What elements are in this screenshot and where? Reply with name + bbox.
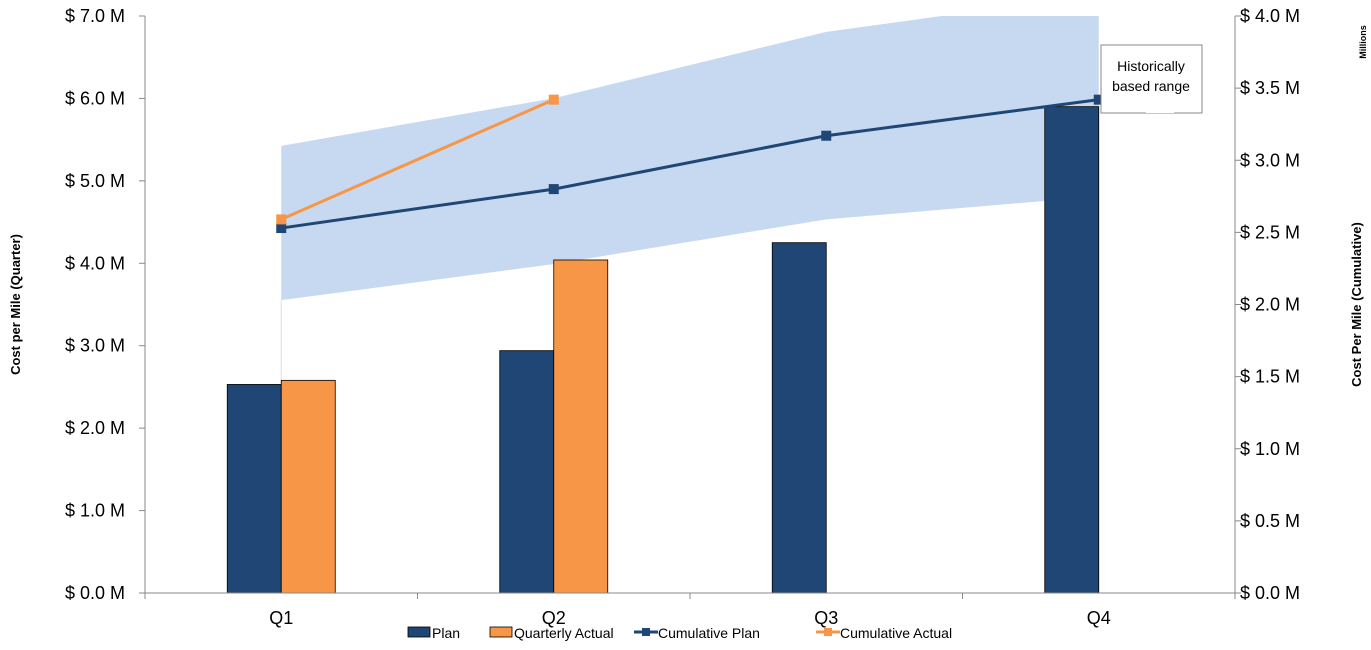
legend-marker-cumulative-actual (824, 628, 832, 636)
bar-plan-q1 (226, 384, 282, 594)
y-left-tick-label: $ 2.0 M (65, 418, 125, 438)
legend-swatch-quarterly-actual (489, 626, 513, 638)
callout-text-line-2: based range (1112, 78, 1190, 94)
legend-swatch-plan (407, 626, 431, 638)
x-tick-label-q3: Q3 (814, 608, 838, 628)
y-right-tick-label: $ 4.0 M (1240, 6, 1300, 26)
y-right-tick-label: $ 1.0 M (1240, 439, 1300, 459)
y-right-tick-label: $ 0.5 M (1240, 511, 1300, 531)
range-callout: Historically based range (1100, 44, 1203, 114)
y-left-tick-label: $ 6.0 M (65, 88, 125, 108)
bar-plan-q4 (1044, 106, 1100, 594)
y-right-tick-label: $ 2.0 M (1240, 295, 1300, 315)
y-left-tick-label: $ 1.0 M (65, 501, 125, 521)
bar-quarterly-actual-q1 (280, 379, 336, 594)
y-right-units-label: Millions (1358, 25, 1368, 59)
point-cumulative-plan-q4 (1093, 94, 1104, 105)
legend-label-quarterly-actual: Quarterly Actual (514, 625, 614, 641)
x-tick-label-q2: Q2 (542, 608, 566, 628)
x-tick-label-q4: Q4 (1087, 608, 1111, 628)
y-left-tick-label: $ 7.0 M (65, 6, 125, 26)
bar-layer (226, 106, 1100, 594)
y-left-tick-label: $ 4.0 M (65, 253, 125, 273)
legend-label-plan: Plan (432, 625, 460, 641)
y-right-tick-label: $ 3.0 M (1240, 150, 1300, 170)
y-left-tick-label: $ 3.0 M (65, 336, 125, 356)
line-cumulative-plan (281, 98, 1099, 230)
bar-quarterly-actual-q2 (553, 259, 609, 594)
callout-text-line-1: Historically (1117, 58, 1185, 74)
bar-plan-q2 (499, 350, 555, 594)
y-left-axis-title: Cost per Mile (Quarter) (8, 234, 23, 375)
legend-marker-cumulative-plan (642, 628, 650, 636)
line-cumulative-actual (280, 98, 555, 221)
label-layer: Cost per Mile (Quarter) Cost Per Mile (Cu… (8, 25, 1368, 387)
point-cumulative-plan-q2 (548, 184, 559, 195)
legend: Plan Quarterly Actual Cumulative Plan Cumul… (407, 625, 952, 641)
bar-plan-q3 (771, 242, 827, 594)
y-left-tick-label: $ 0.0 M (65, 583, 125, 603)
axis-layer: $ 0.0 M $ 1.0 M $ 2.0 M $ 3.0 M $ 4.0 M $ 5.0… (65, 6, 1300, 628)
legend-label-cumulative-plan: Cumulative Plan (658, 625, 760, 641)
y-right-tick-label: $ 1.5 M (1240, 367, 1300, 387)
y-right-axis-title: Cost Per Mile (Cumulative) (1349, 222, 1364, 387)
point-cumulative-actual-q1 (276, 214, 287, 225)
point-cumulative-plan-q3 (821, 130, 832, 141)
line-layer (276, 94, 1104, 234)
y-right-tick-label: $ 0.0 M (1240, 583, 1300, 603)
range-band (281, 16, 1099, 301)
y-right-tick-label: $ 3.5 M (1240, 78, 1300, 98)
y-left-tick-label: $ 5.0 M (65, 171, 125, 191)
point-cumulative-actual-q2 (548, 94, 559, 105)
legend-label-cumulative-actual: Cumulative Actual (840, 625, 952, 641)
point-cumulative-plan-q1 (276, 223, 287, 234)
y-right-tick-label: $ 2.5 M (1240, 222, 1300, 242)
range-band-layer (280, 16, 1099, 385)
x-tick-label-q1: Q1 (269, 608, 293, 628)
